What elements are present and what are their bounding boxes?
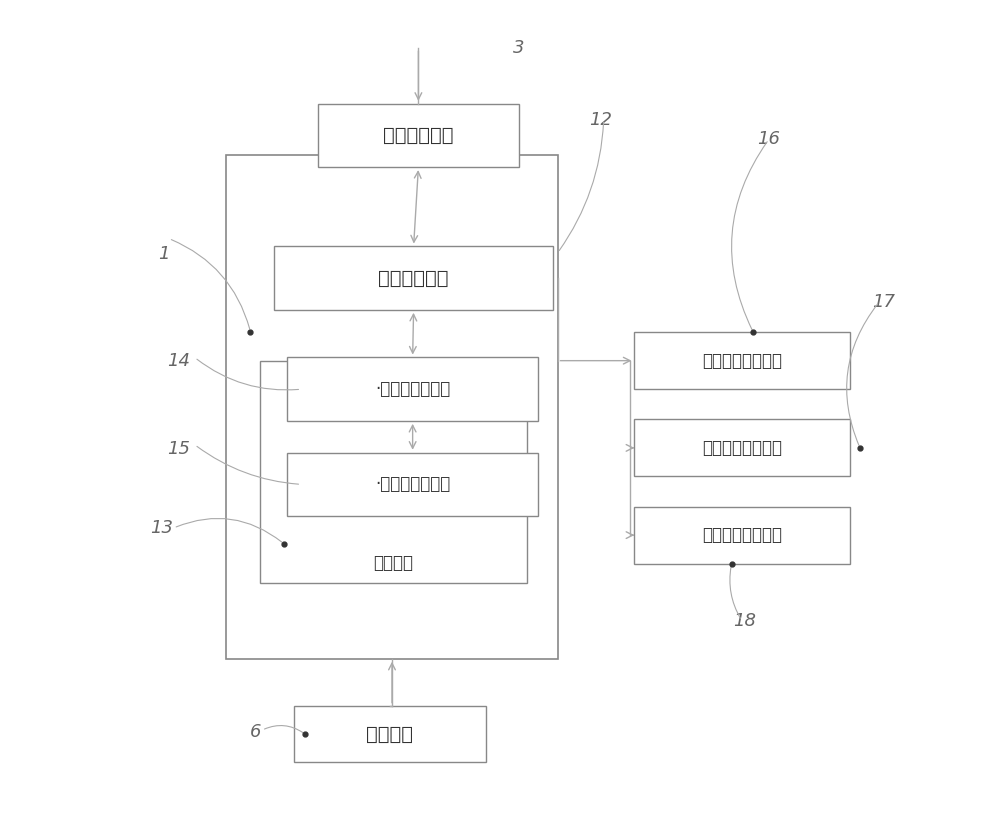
Bar (294, 706, 486, 762)
Bar (274, 246, 553, 310)
Text: 第二数据存储单元: 第二数据存储单元 (702, 352, 782, 370)
Text: 3: 3 (513, 40, 525, 57)
Text: 15: 15 (167, 439, 190, 458)
Bar (226, 155, 558, 659)
Bar (634, 332, 850, 389)
Text: 第二复位晶振单元: 第二复位晶振单元 (702, 526, 782, 544)
Bar (634, 506, 850, 563)
Text: 电源单元: 电源单元 (366, 724, 413, 743)
Text: 信息融合单元: 信息融合单元 (378, 268, 449, 287)
Text: 12: 12 (589, 111, 612, 129)
Text: 6: 6 (249, 723, 261, 741)
Text: 第二系统配置单元: 第二系统配置单元 (702, 439, 782, 457)
Text: 14: 14 (167, 353, 190, 370)
Text: 1: 1 (158, 245, 170, 263)
Text: 17: 17 (872, 293, 896, 311)
Bar (287, 453, 538, 516)
Text: 13: 13 (151, 519, 174, 537)
Bar (260, 362, 527, 583)
Text: 决策单元: 决策单元 (373, 553, 413, 572)
Text: 16: 16 (757, 131, 780, 149)
Text: ·运动规划子单元: ·运动规划子单元 (375, 380, 450, 398)
Bar (287, 358, 538, 421)
Text: 网络通讯单元: 网络通讯单元 (383, 126, 454, 145)
Bar (318, 104, 519, 167)
Bar (634, 420, 850, 477)
Text: 18: 18 (733, 612, 756, 629)
Text: ·运动控制子单元: ·运动控制子单元 (375, 476, 450, 493)
